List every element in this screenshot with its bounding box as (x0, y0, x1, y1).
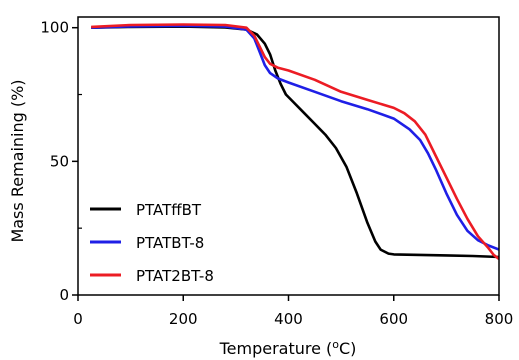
x-tick-label-400: 400 (274, 310, 303, 328)
y-tick-label-0: 0 (59, 286, 69, 304)
series-line-3 (91, 23, 500, 260)
plot-lines (91, 23, 500, 260)
legend: PTATffBT PTATBT-8 PTAT2BT-8 (90, 201, 214, 285)
x-tick-label-0: 0 (73, 310, 83, 328)
legend-label-3: PTAT2BT-8 (136, 267, 214, 285)
legend-label-1: PTATffBT (136, 201, 202, 219)
x-tick-label-800: 800 (485, 310, 514, 328)
y-axis-label: Mass Remaining (%) (8, 79, 27, 242)
legend-label-2: PTATBT-8 (136, 234, 204, 252)
y-tick-label-50: 50 (50, 152, 69, 170)
series-line-1 (91, 25, 500, 259)
ticks: 0 200 400 600 800 0 50 100 (40, 19, 513, 328)
y-tick-label-100: 100 (40, 19, 69, 37)
x-tick-label-200: 200 (169, 310, 198, 328)
series-line-2 (91, 24, 500, 251)
x-axis-label: Temperature (oC) (219, 338, 357, 359)
x-tick-label-600: 600 (379, 310, 408, 328)
